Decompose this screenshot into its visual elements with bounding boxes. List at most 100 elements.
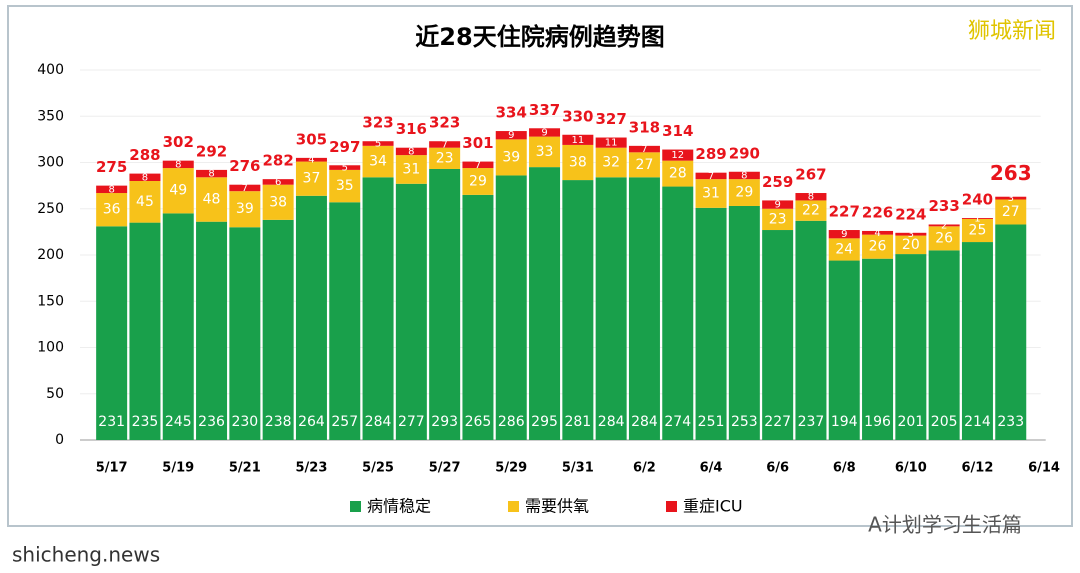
value-label: 27 xyxy=(1002,204,1020,220)
value-label: 245 xyxy=(165,414,192,430)
x-tick-label: 6/12 xyxy=(962,461,994,476)
total-label: 292 xyxy=(196,142,227,160)
x-tick-label: 5/29 xyxy=(495,461,527,476)
value-label: 281 xyxy=(564,414,591,430)
x-tick-label: 5/25 xyxy=(362,461,394,476)
value-label: 35 xyxy=(336,178,354,194)
bar-segment xyxy=(295,161,327,196)
bar-segment xyxy=(828,238,860,261)
value-label: 3 xyxy=(1008,193,1014,204)
legend-swatch xyxy=(350,501,361,512)
bar-segment xyxy=(229,227,261,440)
value-label: 33 xyxy=(536,144,554,160)
bar-segment xyxy=(562,134,594,145)
bar-segment xyxy=(429,141,461,148)
x-tick-label: 6/2 xyxy=(633,461,656,476)
legend-swatch xyxy=(666,501,677,512)
value-label: 8 xyxy=(808,192,814,203)
value-label: 6 xyxy=(275,177,281,188)
value-label: 1 xyxy=(974,213,980,224)
value-label: 34 xyxy=(369,154,387,170)
value-label: 27 xyxy=(636,157,654,173)
bar-segment xyxy=(928,250,960,440)
value-label: 9 xyxy=(774,200,780,211)
bar-segment xyxy=(462,194,494,440)
value-label: 28 xyxy=(669,166,687,182)
value-label: 38 xyxy=(269,194,287,210)
bar-segment xyxy=(895,235,927,255)
total-label: 288 xyxy=(129,146,160,164)
value-label: 286 xyxy=(498,414,525,430)
value-label: 2 xyxy=(941,220,947,231)
bar-segment xyxy=(628,177,660,441)
bar-segment xyxy=(262,219,294,440)
bar-segment xyxy=(162,160,194,169)
total-label: 314 xyxy=(662,122,693,140)
bar-segment xyxy=(662,186,694,440)
total-label: 327 xyxy=(595,110,626,128)
value-label: 48 xyxy=(203,192,221,208)
value-label: 274 xyxy=(664,414,691,430)
total-label: 323 xyxy=(362,114,393,132)
legend: 病情稳定 需要供氧 重症ICU xyxy=(350,497,743,516)
bar-segment xyxy=(728,171,760,180)
bar-segment xyxy=(329,165,361,170)
bar-segment xyxy=(628,145,660,153)
value-label: 11 xyxy=(571,135,584,146)
bar-segment xyxy=(295,157,327,162)
x-tick-label: 6/10 xyxy=(895,461,927,476)
value-label: 5 xyxy=(342,163,348,174)
bar-segment xyxy=(395,147,427,156)
x-tick-label: 6/8 xyxy=(833,461,856,476)
bar-segment xyxy=(495,131,527,140)
bar-segment xyxy=(462,161,494,169)
value-label: 235 xyxy=(132,414,159,430)
bar-segment xyxy=(695,207,727,440)
x-tick-label: 6/6 xyxy=(766,461,789,476)
bar-segment xyxy=(495,139,527,176)
value-label: 20 xyxy=(902,237,920,253)
bar-segment xyxy=(529,128,561,137)
bar-segment xyxy=(395,183,427,440)
legend-swatch xyxy=(508,501,519,512)
total-label: 318 xyxy=(629,118,660,136)
bar-segment xyxy=(196,169,228,178)
total-label: 226 xyxy=(862,203,893,221)
value-label: 5 xyxy=(375,139,381,150)
x-tick-label: 6/14 xyxy=(1028,461,1060,476)
bar-segment xyxy=(695,172,727,180)
x-tick-label: 6/4 xyxy=(700,461,723,476)
x-tick-label: 5/19 xyxy=(162,461,194,476)
total-label: 297 xyxy=(329,138,360,156)
bar-segment xyxy=(595,147,627,178)
value-label: 8 xyxy=(108,184,114,195)
value-label: 29 xyxy=(469,173,487,189)
value-label: 284 xyxy=(598,414,625,430)
value-label: 24 xyxy=(835,241,853,257)
bar-segment xyxy=(362,177,394,441)
bar-segment xyxy=(562,180,594,440)
bar-segment xyxy=(395,155,427,184)
value-label: 295 xyxy=(531,414,558,430)
value-label: 214 xyxy=(964,414,991,430)
legend-label: 病情稳定 xyxy=(367,497,431,516)
value-label: 251 xyxy=(698,414,725,430)
value-label: 293 xyxy=(431,414,458,430)
value-label: 194 xyxy=(831,414,858,430)
bar-segment xyxy=(662,160,694,187)
y-tick-label: 400 xyxy=(37,62,64,78)
total-label: 267 xyxy=(795,166,826,184)
bar-segment xyxy=(995,199,1027,225)
x-tick-label: 5/21 xyxy=(229,461,261,476)
bar-segment xyxy=(628,152,660,178)
value-label: 196 xyxy=(864,414,891,430)
bar-segment xyxy=(795,193,827,201)
value-label: 3 xyxy=(908,229,914,240)
value-label: 49 xyxy=(169,183,187,199)
bar-segment xyxy=(429,147,461,169)
bar-segment xyxy=(129,222,161,440)
bar-segment xyxy=(562,144,594,181)
bar-segment xyxy=(196,221,228,440)
value-label: 4 xyxy=(874,228,880,239)
value-label: 264 xyxy=(298,414,325,430)
